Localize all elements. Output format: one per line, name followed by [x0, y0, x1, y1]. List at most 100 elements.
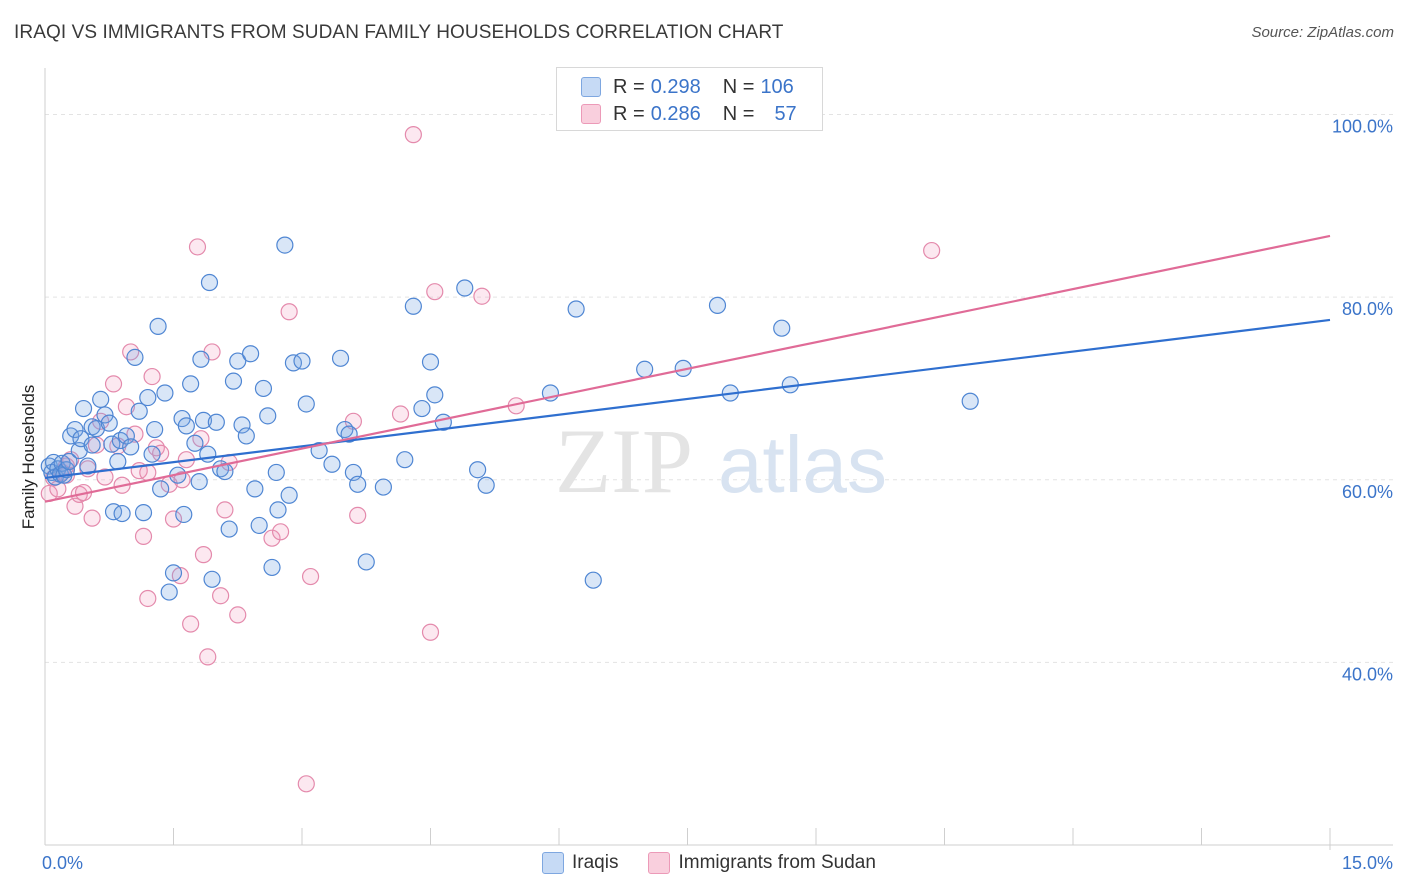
sudan-point	[199, 648, 217, 666]
iraqi-point	[143, 445, 161, 463]
iraqi-point	[374, 478, 392, 496]
sudan-point	[134, 527, 153, 545]
iraqi-point	[203, 570, 221, 588]
y-tick-labels: 40.0% 60.0% 80.0% 100.0%	[1332, 117, 1393, 685]
iraqi-point	[323, 455, 341, 473]
sudan-point	[280, 303, 298, 321]
iraqi-point	[250, 516, 268, 535]
trend-lines	[44, 234, 1331, 503]
iraqi-point	[773, 319, 791, 337]
y-tick-label: 80.0%	[1342, 299, 1393, 319]
iraqi-point	[175, 505, 193, 524]
sudan-point	[83, 509, 101, 527]
iraqi-point	[961, 392, 979, 410]
legend-n-label: N =	[722, 102, 755, 125]
iraqi-point	[567, 300, 585, 318]
x-tick-label-end: 15.0%	[1342, 853, 1393, 873]
iraqi-point	[237, 427, 255, 445]
watermark-zip: ZIP	[555, 410, 693, 512]
sudan-point	[923, 241, 941, 260]
iraqi-trend-line	[44, 318, 1331, 480]
iraqi-point	[233, 416, 251, 434]
iraqi-point	[79, 457, 97, 475]
grid-lines	[45, 114, 1393, 663]
iraqi-point	[130, 402, 148, 420]
sudan-point	[229, 606, 247, 624]
sudan-point	[271, 523, 290, 541]
legend-row-iraqis: R = 0.298 N = 106	[581, 75, 794, 99]
y-tick-label: 100.0%	[1332, 117, 1393, 137]
iraqi-point	[280, 486, 298, 504]
iraqi-point	[584, 571, 602, 589]
legend-n-label: N =	[722, 75, 755, 98]
watermark-atlas: atlas	[718, 420, 887, 509]
iraqi-point	[92, 390, 110, 409]
y-tick-label: 60.0%	[1342, 482, 1393, 502]
iraqi-point	[146, 420, 164, 439]
sudan-point	[349, 506, 367, 524]
sudan-point	[171, 567, 189, 585]
axes	[44, 68, 1393, 846]
watermark: ZIP atlas	[555, 410, 887, 512]
series-label-sudan: Immigrants from Sudan	[678, 852, 876, 873]
iraqi-point	[263, 558, 281, 577]
iraqi-point	[276, 236, 294, 254]
sudan-point	[194, 546, 213, 564]
sudan-point	[164, 510, 183, 528]
iraqi-point	[200, 273, 219, 292]
iraqi-point	[100, 414, 118, 432]
sudan-point	[182, 615, 200, 633]
iraqi-point	[242, 345, 260, 363]
iraqi-point	[477, 476, 495, 494]
x-ticks	[173, 828, 1331, 850]
iraqi-point	[297, 395, 315, 413]
iraqi-point	[267, 463, 285, 482]
iraqi-point	[194, 411, 213, 430]
iraqi-point	[254, 379, 273, 398]
legend-swatch-iraqis	[581, 77, 601, 97]
iraqi-point	[113, 504, 131, 523]
iraqi-point	[636, 360, 654, 378]
iraqi-point	[177, 417, 195, 435]
y-tick-label: 40.0%	[1342, 664, 1393, 684]
series-legend-sudan[interactable]: Immigrants from Sudan	[648, 852, 876, 874]
sudan-point	[117, 398, 135, 416]
y-axis-label: Family Households	[19, 385, 38, 530]
iraqi-point	[456, 279, 474, 297]
source-label: Source: ZipAtlas.com	[1251, 24, 1394, 41]
series-label-iraqis: Iraqis	[572, 852, 619, 873]
sudan-trend-line	[44, 234, 1331, 503]
x-tick-label-start: 0.0%	[42, 853, 83, 873]
iraqi-point	[152, 480, 170, 498]
iraqi-point	[349, 475, 367, 493]
iraqi-point	[357, 553, 375, 571]
series-legend-iraqis[interactable]: Iraqis	[542, 852, 618, 874]
iraqi-point	[104, 503, 123, 521]
iraqi-point	[331, 349, 350, 367]
sudan-point	[143, 367, 161, 386]
iraqi-point	[284, 354, 303, 372]
legend-r-label: R =	[613, 102, 645, 125]
sudan-point	[473, 287, 491, 305]
iraqi-point	[246, 480, 264, 498]
sudan-point	[96, 468, 114, 486]
iraqi-point	[164, 564, 183, 582]
series-swatch-iraqis	[542, 852, 564, 874]
iraqi-point	[96, 406, 114, 424]
iraqi-point	[122, 438, 140, 456]
sudan-point	[139, 589, 157, 608]
iraqi-point	[182, 375, 200, 393]
iraqi-point	[60, 452, 78, 471]
sudan-point	[301, 567, 320, 586]
iraqi-point	[160, 583, 178, 601]
legend-swatch-sudan	[581, 104, 601, 124]
iraqi-point	[207, 413, 225, 431]
sudan-point	[126, 425, 144, 443]
iraqi-point	[293, 352, 311, 370]
legend-row-sudan: R = 0.286 N = 57	[581, 102, 797, 126]
iraqi-point	[396, 451, 414, 469]
iraqi-point	[109, 452, 127, 471]
iraqi-point	[269, 501, 287, 519]
sudan-point	[426, 283, 444, 301]
